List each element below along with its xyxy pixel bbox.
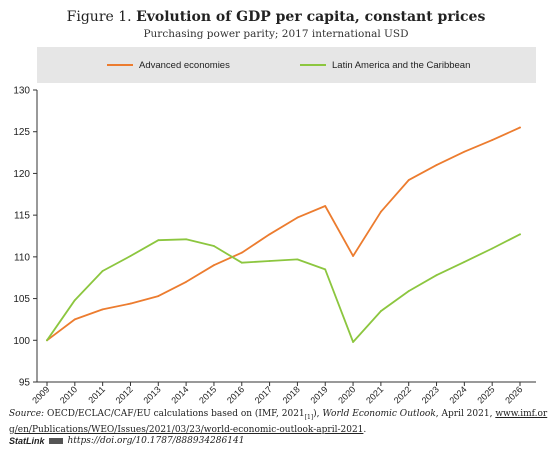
x-tick-label: 2021 (364, 384, 385, 405)
data-point-0 (324, 205, 327, 207)
source-date: , April 2021, (435, 409, 496, 419)
legend-swatch-latam (300, 64, 326, 66)
data-point-1 (213, 245, 215, 247)
source-link[interactable]: www.imf.org/en/Publications/WEO/Issues/2… (9, 409, 548, 435)
statlink-brand: StatLink (9, 436, 45, 446)
source-label: Source: (9, 409, 45, 419)
x-tick-label: 2022 (392, 384, 413, 405)
data-point-0 (268, 233, 271, 236)
data-point-0 (129, 302, 132, 305)
data-point-0 (213, 264, 215, 267)
source-title: World Economic Outlook (322, 409, 436, 419)
data-point-1 (73, 299, 76, 302)
data-point-1 (46, 339, 48, 342)
x-tick-label: 2026 (503, 384, 524, 405)
data-point-0 (435, 164, 438, 166)
y-tick-label: 125 (13, 127, 30, 138)
y-tick-label: 95 (19, 378, 31, 389)
data-point-0 (463, 150, 466, 153)
y-tick-label: 130 (13, 86, 30, 97)
data-point-1 (240, 261, 243, 264)
data-point-1 (379, 310, 382, 312)
data-point-1 (519, 233, 521, 236)
chart-subtitle: Purchasing power parity; 2017 internatio… (143, 28, 409, 40)
data-point-0 (185, 280, 188, 283)
data-point-0 (491, 139, 494, 141)
data-point-0 (296, 216, 299, 219)
y-tick-label: 115 (14, 211, 30, 222)
x-tick-label: 2024 (448, 384, 469, 405)
x-tick-label: 2020 (336, 384, 357, 405)
data-point-1 (463, 260, 466, 263)
data-point-1 (296, 258, 299, 261)
x-tick-label: 2019 (308, 384, 329, 405)
y-tick-label: 105 (13, 294, 30, 305)
figure-number: Figure 1. (66, 9, 132, 25)
x-tick-label: 2011 (86, 384, 107, 405)
series-line-1 (46, 233, 521, 343)
statlink-icon (48, 438, 63, 444)
legend-label-advanced: Advanced economies (139, 59, 230, 71)
legend-label-latam: Latin America and the Caribbean (332, 59, 471, 71)
y-tick-label: 110 (14, 252, 30, 263)
data-point-0 (157, 295, 160, 297)
data-point-0 (101, 308, 104, 311)
source-ref: [1] (304, 413, 314, 421)
x-tick-label: 2025 (475, 384, 496, 405)
data-point-1 (491, 247, 494, 250)
data-point-0 (352, 255, 354, 257)
series-line-0 (46, 126, 521, 342)
source-text: OECD/ECLAC/CAF/EU calculations based on … (46, 409, 305, 419)
chart-title: Figure 1. Evolution of GDP per capita, c… (0, 9, 552, 25)
data-point-1 (324, 268, 327, 271)
source-mid: ), (313, 409, 323, 419)
legend: Advanced economies Latin America and the… (37, 47, 536, 83)
x-tick-label: 2012 (114, 384, 135, 405)
legend-item-latam: Latin America and the Caribbean (300, 47, 470, 83)
x-tick-label: 2015 (197, 384, 218, 405)
x-tick-label: 2009 (30, 384, 51, 405)
statlink-link[interactable]: https://doi.org/10.1787/888934286141 (67, 436, 245, 446)
y-tick-label: 120 (13, 169, 30, 180)
y-tick-label: 100 (13, 336, 30, 347)
legend-item-advanced: Advanced economies (107, 47, 230, 83)
x-tick-label: 2016 (225, 384, 246, 405)
data-point-1 (185, 238, 188, 241)
data-point-1 (129, 255, 132, 257)
x-tick-label: 2013 (141, 384, 162, 405)
data-point-1 (352, 341, 354, 343)
legend-swatch-advanced (107, 64, 133, 66)
data-point-0 (240, 251, 243, 254)
statlink: StatLink https://doi.org/10.1787/8889342… (9, 436, 244, 446)
data-point-0 (407, 179, 410, 182)
source-note: Source: OECD/ECLAC/CAF/EU calculations b… (9, 408, 549, 437)
data-point-1 (157, 239, 160, 242)
x-tick-label: 2023 (420, 384, 441, 405)
data-point-0 (73, 318, 76, 321)
data-point-0 (379, 210, 382, 213)
data-point-0 (519, 126, 521, 129)
data-point-1 (101, 270, 104, 272)
data-point-1 (407, 290, 410, 292)
figure-title: Evolution of GDP per capita, constant pr… (136, 9, 486, 25)
data-point-1 (435, 274, 438, 277)
x-tick-label: 2018 (281, 384, 302, 405)
x-tick-label: 2017 (253, 384, 274, 405)
source-end: . (363, 424, 367, 435)
data-point-1 (268, 260, 271, 262)
x-tick-label: 2014 (169, 384, 190, 405)
x-tick-label: 2010 (58, 384, 79, 405)
